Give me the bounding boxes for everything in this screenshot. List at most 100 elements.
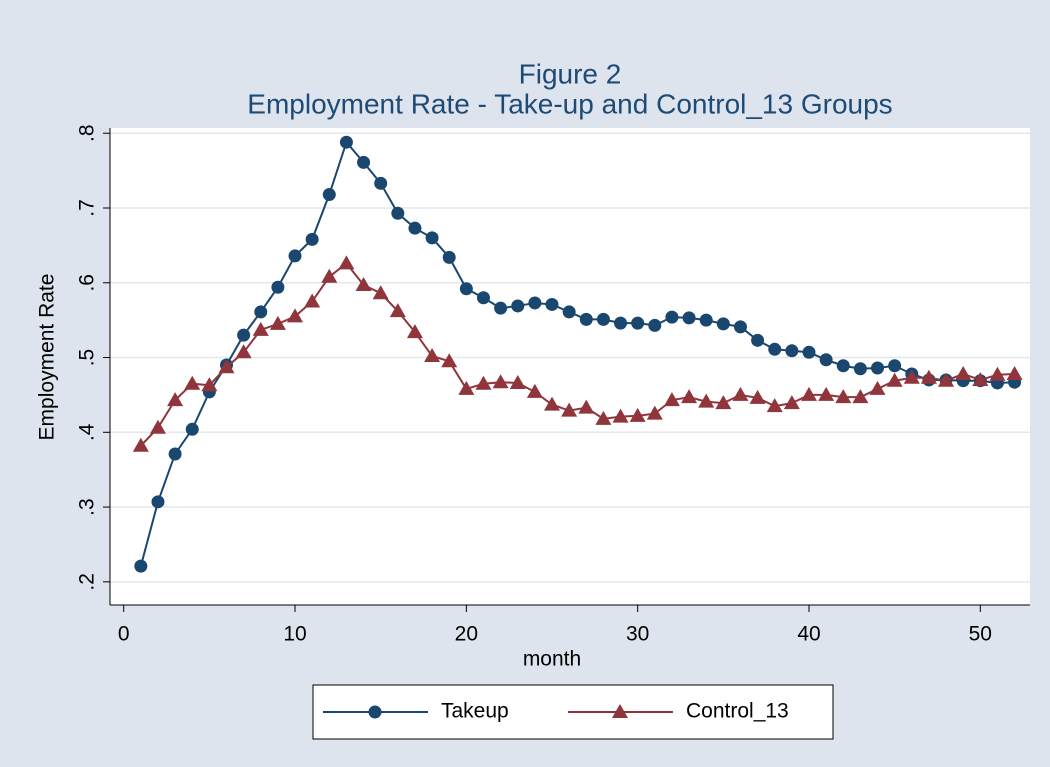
- marker: [853, 362, 867, 376]
- chart-title: Figure 2: [519, 58, 622, 89]
- x-tick-label: 10: [283, 623, 306, 646]
- marker: [305, 232, 319, 246]
- x-tick-label: 0: [118, 623, 130, 646]
- marker: [184, 375, 201, 390]
- marker: [372, 285, 389, 300]
- marker: [989, 366, 1006, 381]
- marker: [201, 377, 218, 392]
- marker: [544, 396, 561, 411]
- y-tick-label: .4: [76, 423, 99, 441]
- marker: [151, 495, 165, 509]
- marker: [766, 398, 783, 413]
- marker: [699, 313, 713, 327]
- marker: [476, 291, 490, 305]
- y-tick-label: .5: [76, 349, 99, 367]
- marker: [886, 372, 903, 387]
- marker: [972, 371, 989, 386]
- marker: [339, 135, 353, 149]
- x-tick-label: 30: [626, 623, 649, 646]
- marker: [596, 312, 610, 326]
- legend-marker: [612, 704, 628, 718]
- marker: [321, 268, 338, 283]
- marker: [185, 422, 199, 436]
- marker: [663, 392, 680, 407]
- marker: [888, 359, 902, 373]
- marker: [304, 293, 321, 308]
- marker: [526, 383, 543, 398]
- marker: [322, 188, 336, 202]
- marker: [132, 437, 149, 452]
- marker: [579, 312, 593, 326]
- marker: [424, 348, 441, 363]
- y-tick-label: .3: [76, 498, 99, 516]
- marker: [903, 369, 920, 384]
- marker: [237, 328, 251, 342]
- marker: [1006, 365, 1023, 380]
- marker: [665, 310, 679, 324]
- marker: [459, 282, 473, 296]
- marker: [648, 318, 662, 332]
- marker: [562, 305, 576, 319]
- marker: [218, 359, 235, 374]
- marker: [802, 345, 816, 359]
- marker: [458, 380, 475, 395]
- marker: [475, 375, 492, 390]
- y-tick-label: .6: [76, 274, 99, 292]
- marker: [287, 308, 304, 323]
- marker: [869, 380, 886, 395]
- series-line: [140, 261, 1015, 447]
- legend-label: Control_13: [686, 700, 789, 723]
- marker: [681, 389, 698, 404]
- marker: [835, 389, 852, 404]
- marker: [715, 395, 732, 410]
- marker: [595, 410, 612, 425]
- marker: [819, 353, 833, 367]
- x-axis-label: month: [523, 648, 581, 671]
- marker: [269, 315, 286, 330]
- y-tick-label: .7: [76, 199, 99, 217]
- x-tick-label: 20: [455, 623, 478, 646]
- marker: [716, 317, 730, 331]
- marker: [442, 250, 456, 264]
- marker: [646, 405, 663, 420]
- marker: [920, 369, 937, 384]
- marker: [425, 231, 439, 245]
- chart-subtitle: Employment Rate - Take-up and Control_13…: [247, 88, 892, 119]
- marker: [733, 320, 747, 334]
- marker: [441, 353, 458, 368]
- marker: [955, 365, 972, 380]
- marker: [578, 399, 595, 414]
- marker: [408, 221, 422, 235]
- marker: [528, 296, 542, 310]
- legend-marker: [368, 705, 382, 719]
- y-tick-label: .2: [76, 573, 99, 591]
- marker: [561, 402, 578, 417]
- y-tick-label: .8: [76, 124, 99, 142]
- y-axis-label: Employment Rate: [36, 274, 59, 441]
- marker: [254, 305, 268, 319]
- marker: [149, 419, 166, 434]
- series-line: [139, 140, 1015, 567]
- marker: [749, 389, 766, 404]
- marker: [357, 155, 371, 169]
- marker: [818, 386, 835, 401]
- marker: [732, 386, 749, 401]
- marker: [271, 280, 285, 294]
- marker: [612, 408, 629, 423]
- marker: [511, 299, 525, 313]
- marker: [682, 311, 696, 325]
- marker: [938, 372, 955, 387]
- marker: [783, 395, 800, 410]
- marker: [509, 374, 526, 389]
- marker: [852, 389, 869, 404]
- marker: [631, 316, 645, 330]
- marker: [836, 359, 850, 373]
- marker: [800, 386, 817, 401]
- marker: [355, 277, 372, 292]
- marker: [288, 249, 302, 263]
- marker: [751, 333, 765, 347]
- marker: [698, 393, 715, 408]
- marker: [871, 361, 885, 375]
